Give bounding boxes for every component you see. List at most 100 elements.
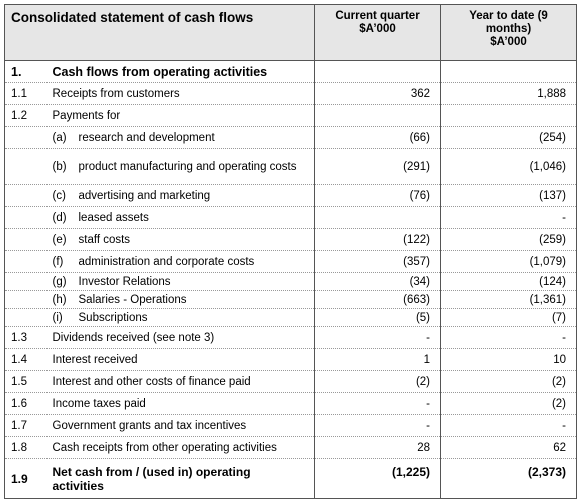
- table-row: (d) leased assets -: [4, 206, 577, 229]
- label-text: Government grants and tax incentives: [52, 419, 247, 432]
- year-to-date-value: (1,046): [440, 148, 577, 185]
- row-number: 1.1: [4, 82, 47, 105]
- table-row: 1.5 Interest and other costs of finance p…: [4, 370, 577, 393]
- row-label: Government grants and tax incentives: [46, 414, 315, 437]
- table-row: (f) administration and corporate costs (35…: [4, 250, 577, 273]
- current-quarter-value: (66): [314, 126, 441, 149]
- row-number: 1.8: [4, 436, 47, 459]
- row-number: 1.: [4, 60, 47, 83]
- row-label: Payments for: [46, 104, 315, 127]
- label-text: staff costs: [78, 233, 131, 246]
- row-number: 1.3: [4, 326, 47, 349]
- current-quarter-value: 1: [314, 348, 441, 371]
- row-number: 1.7: [4, 414, 47, 437]
- row-label: (c) advertising and marketing: [46, 184, 315, 207]
- year-to-date-value: (1,079): [440, 250, 577, 273]
- year-to-date-value: (254): [440, 126, 577, 149]
- table-row: (i) Subscriptions (5) (7): [4, 308, 577, 327]
- table-row: (b) product manufacturing and operating c…: [4, 148, 577, 185]
- item-marker: (g): [52, 275, 67, 288]
- item-marker: (a): [52, 131, 67, 144]
- current-quarter-value: 28: [314, 436, 441, 459]
- year-to-date-value: 1,888: [440, 82, 577, 105]
- current-quarter-value: [314, 104, 441, 127]
- row-number: [4, 206, 47, 229]
- table-row: 1.3 Dividends received (see note 3) - -: [4, 326, 577, 349]
- current-quarter-value: (1,225): [314, 458, 441, 499]
- table-body: 1. Cash flows from operating activities 1.…: [4, 60, 577, 499]
- label-text: Dividends received (see note 3): [52, 331, 215, 344]
- table-row: 1.1 Receipts from customers 362 1,888: [4, 82, 577, 105]
- row-number: [4, 184, 47, 207]
- current-quarter-value: 362: [314, 82, 441, 105]
- label-text: product manufacturing and operating cost…: [78, 160, 297, 173]
- label-text: Subscriptions: [78, 311, 148, 324]
- row-label: Receipts from customers: [46, 82, 315, 105]
- row-number: [4, 272, 47, 291]
- row-number: 1.2: [4, 104, 47, 127]
- row-label: (i) Subscriptions: [46, 308, 315, 327]
- item-marker: (f): [52, 255, 64, 268]
- year-to-date-value: (2,373): [440, 458, 577, 499]
- column-header: Current quarter $A’000: [314, 4, 441, 61]
- year-to-date-value: (2): [440, 392, 577, 415]
- table-row: 1.4 Interest received 1 10: [4, 348, 577, 371]
- table-row: (h) Salaries - Operations (663) (1,361): [4, 290, 577, 309]
- label-text: Investor Relations: [78, 275, 171, 288]
- current-quarter-value: -: [314, 326, 441, 349]
- label-text: Income taxes paid: [52, 397, 146, 410]
- row-label: (a) research and development: [46, 126, 315, 149]
- year-to-date-value: [440, 60, 577, 83]
- year-to-date-value: [440, 104, 577, 127]
- label-text: Interest and other costs of finance paid: [52, 375, 251, 388]
- row-label: Income taxes paid: [46, 392, 315, 415]
- year-to-date-value: -: [440, 414, 577, 437]
- row-label: (d) leased assets: [46, 206, 315, 229]
- label-text: Receipts from customers: [52, 87, 180, 100]
- current-quarter-value: -: [314, 414, 441, 437]
- item-marker: (e): [52, 233, 67, 246]
- table-row: (c) advertising and marketing (76) (137): [4, 184, 577, 207]
- row-label: Cash receipts from other operating activ…: [46, 436, 315, 459]
- item-marker: (h): [52, 293, 67, 306]
- label-text: Salaries - Operations: [78, 293, 187, 306]
- row-number: 1.4: [4, 348, 47, 371]
- table-row: 1.6 Income taxes paid - (2): [4, 392, 577, 415]
- column-header: Year to date (9 months) $A’000: [440, 4, 577, 61]
- current-quarter-value: (2): [314, 370, 441, 393]
- current-quarter-value: (34): [314, 272, 441, 291]
- label-text: advertising and marketing: [78, 189, 211, 202]
- item-marker: (c): [52, 189, 66, 202]
- label-text: leased assets: [78, 211, 149, 224]
- year-to-date-value: (124): [440, 272, 577, 291]
- year-to-date-value: (259): [440, 228, 577, 251]
- table-row: 1.7 Government grants and tax incentives -…: [4, 414, 577, 437]
- cash-flow-table: Consolidated statement of cash flows Cur…: [4, 4, 578, 499]
- row-label: Interest and other costs of finance paid: [46, 370, 315, 393]
- row-label: Net cash from / (used in) operating acti…: [46, 458, 315, 499]
- table-row: 1.9 Net cash from / (used in) operating a…: [4, 458, 577, 499]
- current-quarter-value: (122): [314, 228, 441, 251]
- item-marker: (b): [52, 160, 67, 173]
- table-row: 1. Cash flows from operating activities: [4, 60, 577, 83]
- row-label: Interest received: [46, 348, 315, 371]
- row-label: (h) Salaries - Operations: [46, 290, 315, 309]
- item-marker: (d): [52, 211, 67, 224]
- year-to-date-value: 62: [440, 436, 577, 459]
- row-number: 1.9: [4, 458, 47, 499]
- current-quarter-value: [314, 206, 441, 229]
- label-text: Cash receipts from other operating activ…: [52, 441, 277, 454]
- label-text: Cash flows from operating activities: [52, 64, 268, 79]
- table-title: Consolidated statement of cash flows: [4, 4, 315, 61]
- table-row: (a) research and development (66) (254): [4, 126, 577, 149]
- table-row: 1.2 Payments for: [4, 104, 577, 127]
- label-text: administration and corporate costs: [78, 255, 255, 268]
- row-label: Cash flows from operating activities: [46, 60, 315, 83]
- current-quarter-value: [314, 60, 441, 83]
- row-number: [4, 228, 47, 251]
- label-text: research and development: [78, 131, 215, 144]
- current-quarter-value: (5): [314, 308, 441, 327]
- current-quarter-value: (357): [314, 250, 441, 273]
- label-text: Payments for: [52, 109, 121, 122]
